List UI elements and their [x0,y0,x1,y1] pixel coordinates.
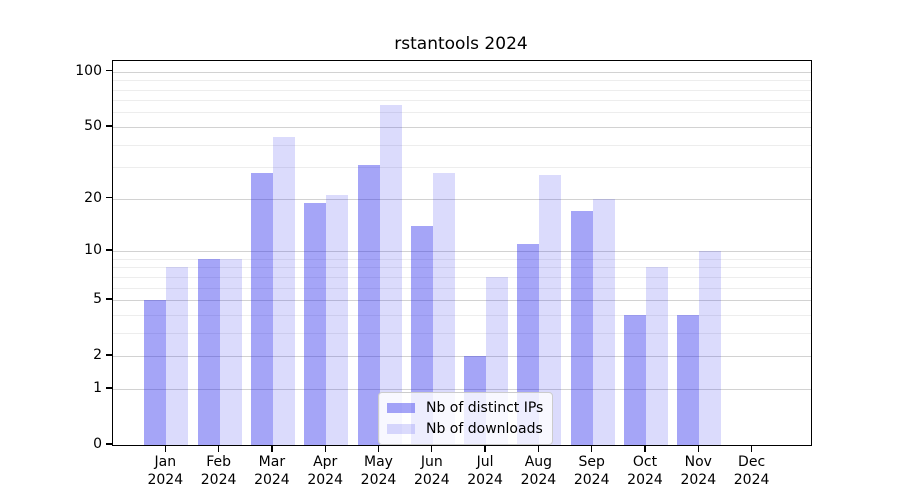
legend: Nb of distinct IPs Nb of downloads [378,392,554,445]
bar-downloads-jun [432,172,455,445]
x-tick-label-aug: Aug 2024 [520,454,557,488]
legend-swatch-downloads [387,424,415,434]
bar-ips-sep [570,211,593,445]
x-tick-mark-sep [591,445,593,452]
x-tick-label-apr: Apr 2024 [307,454,343,488]
gridline-2 [113,356,811,358]
x-tick-label-may: May 2024 [360,454,397,488]
bar-downloads-apr [326,194,349,445]
x-tick-mark-feb [217,445,220,452]
y-tick-label-5: 5 [93,291,102,307]
y-tick-label-2: 2 [93,347,102,364]
bar-downloads-nov [699,251,722,445]
bar-downloads-may [379,104,402,445]
y-tick-label-1: 1 [93,379,102,396]
gridline-80 [113,89,811,91]
gridline-10 [113,251,811,252]
gridline-8 [113,267,811,269]
bar-downloads-mar [272,137,295,445]
x-tick-mark-jun [431,445,433,452]
y-tick-mark-5 [106,298,112,300]
x-tick-label-jan: Jan 2024 [147,454,184,488]
bar-ips-jan [144,300,167,445]
plot-area: Nb of distinct IPs Nb of downloads [112,60,812,446]
bar-ips-feb [197,258,220,445]
gridline-70 [113,100,811,102]
y-tick-mark-2 [106,354,112,356]
legend-row-downloads: Nb of downloads [387,421,543,437]
bar-downloads-aug [539,175,562,445]
bar-ips-mar [250,172,273,445]
y-tick-label-0: 0 [93,436,102,452]
bar-ips-may [357,164,380,445]
y-tick-label-20: 20 [84,189,102,206]
bar-ips-nov [677,314,700,445]
x-tick-label-dec: Dec 2024 [733,454,770,488]
bar-ips-oct [624,314,646,445]
x-tick-label-mar: Mar 2024 [254,454,290,488]
gridline-40 [113,144,811,146]
x-tick-label-jun: Jun 2024 [413,454,450,488]
x-tick-mark-apr [324,445,326,452]
bar-downloads-jan [166,267,189,445]
bar-ips-jun [410,225,433,445]
bar-ips-apr [304,202,327,445]
gridline-100 [113,71,811,73]
x-tick-label-nov: Nov 2024 [680,454,717,488]
y-tick-mark-100 [106,69,112,72]
x-tick-label-jul: Jul 2024 [467,454,503,488]
gridline-20 [113,198,811,200]
x-tick-mark-aug [537,445,540,452]
bar-downloads-sep [592,198,615,445]
y-tick-label-100: 100 [75,62,102,79]
y-tick-mark-20 [106,197,112,199]
gridline-1 [113,388,811,390]
x-tick-mark-dec [750,445,753,452]
legend-row-distinct-ips: Nb of distinct IPs [387,400,543,416]
x-tick-mark-may [377,445,380,452]
y-tick-label-10: 10 [84,242,102,258]
gridline-4 [113,314,811,316]
gridline-5 [113,300,811,301]
x-tick-label-feb: Feb 2024 [200,454,237,488]
legend-label-distinct-ips: Nb of distinct IPs [426,400,544,416]
gridline-3 [113,332,811,334]
gridline-9 [113,258,811,260]
x-tick-mark-nov [697,445,699,452]
gridline-90 [113,80,811,82]
bar-downloads-feb [219,258,242,445]
y-tick-mark-1 [106,387,112,389]
x-tick-mark-mar [271,445,273,452]
legend-swatch-distinct-ips [387,403,415,413]
gridline-60 [113,112,811,114]
y-tick-mark-0 [106,443,112,445]
x-tick-label-oct: Oct 2024 [627,454,663,488]
bar-downloads-oct [646,267,668,445]
gridline-30 [113,167,811,169]
legend-label-downloads: Nb of downloads [426,421,543,437]
chart-title: rstantools 2024 [394,34,528,54]
x-tick-mark-jul [484,445,486,452]
x-tick-label-sep: Sep 2024 [573,454,610,488]
y-tick-mark-10 [106,249,112,251]
gridline-7 [113,276,811,278]
y-tick-mark-50 [106,125,112,127]
x-tick-mark-jan [164,445,166,452]
gridline-50 [113,126,811,128]
x-tick-mark-oct [644,445,646,452]
gridline-6 [113,287,811,289]
y-tick-label-50: 50 [84,117,102,134]
